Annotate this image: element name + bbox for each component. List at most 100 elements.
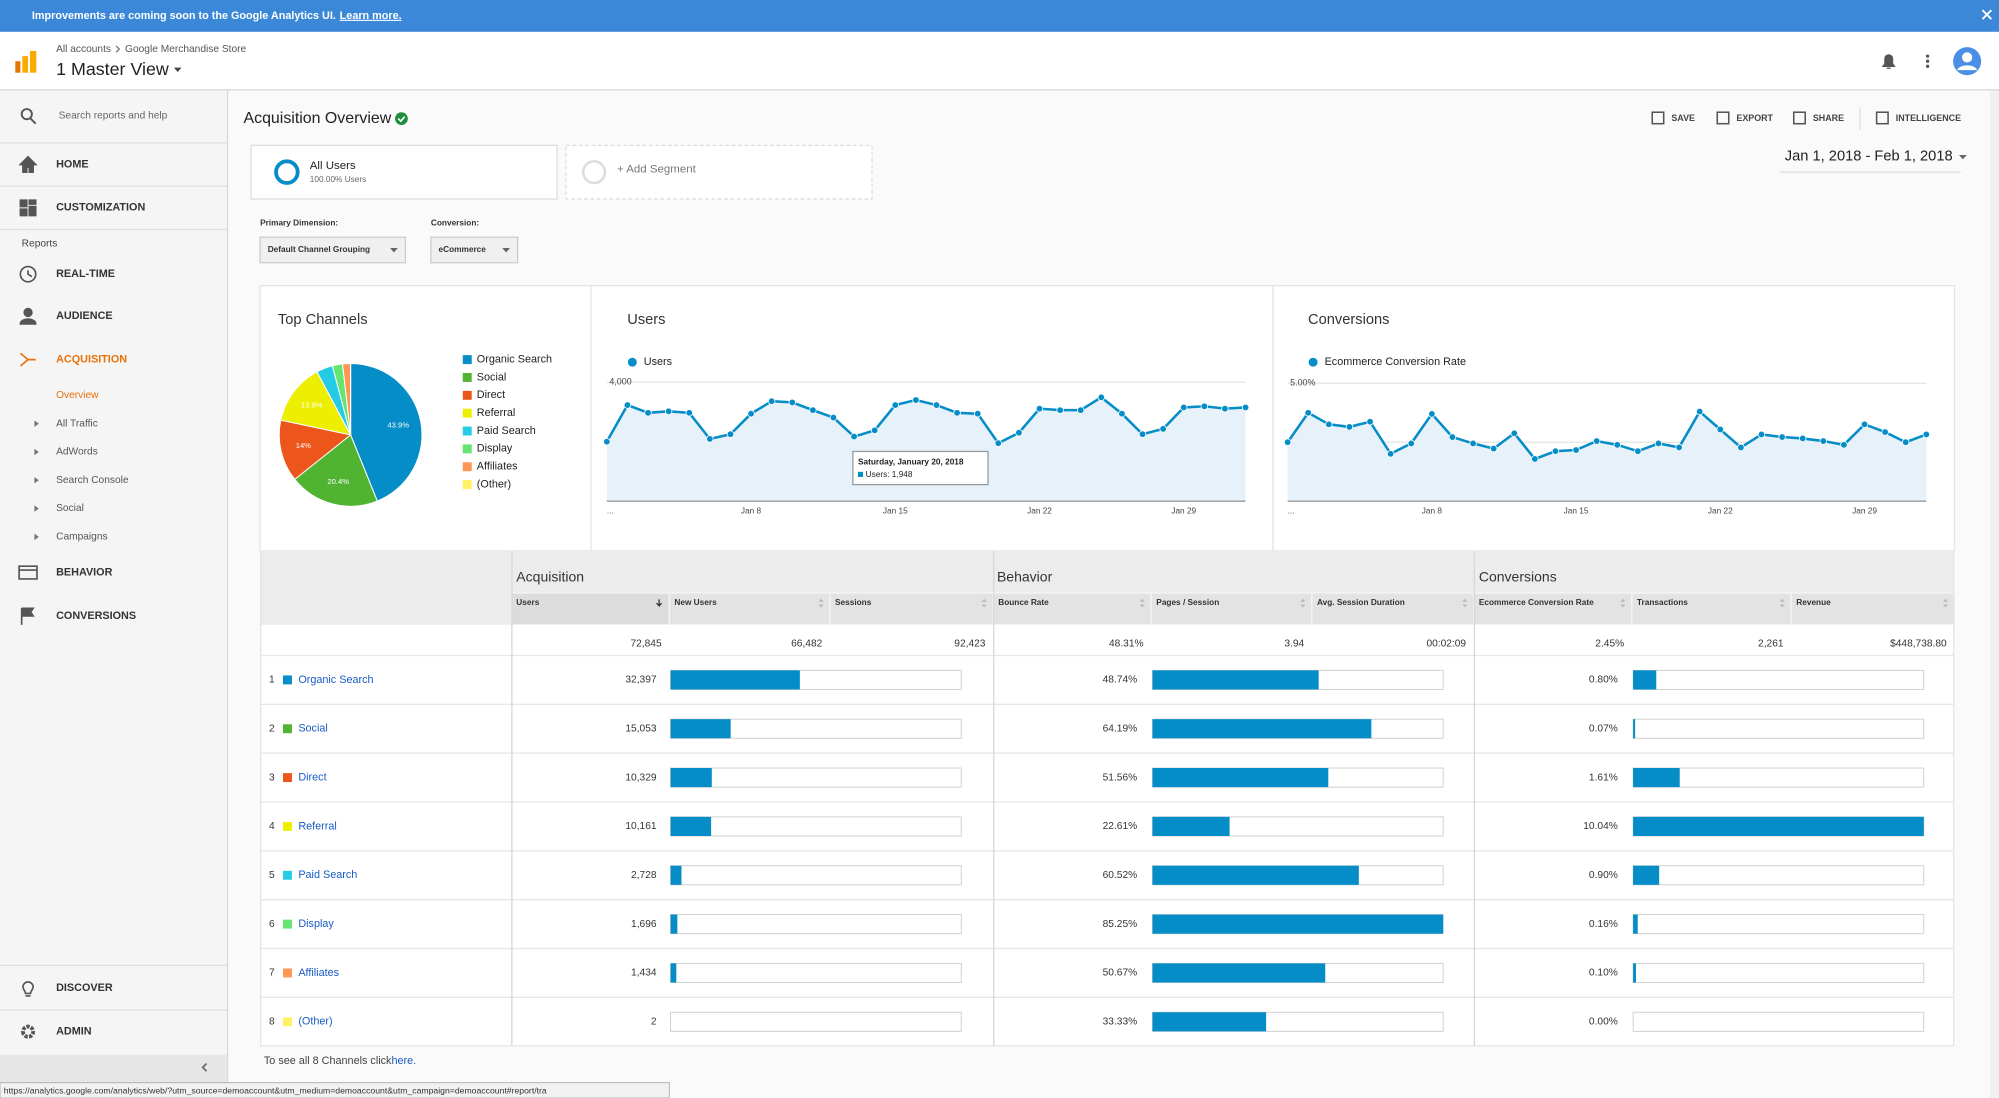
date-range[interactable]: Jan 1, 2018 - Feb 1, 2018 bbox=[1785, 149, 1953, 165]
data-point bbox=[603, 437, 611, 446]
avatar-body bbox=[1956, 65, 1978, 71]
x-tick-label: Jan 8 bbox=[1422, 507, 1443, 516]
data-point bbox=[1840, 441, 1848, 449]
channel-link[interactable]: Affiliates bbox=[298, 967, 339, 979]
column-header-label: Avg. Session Duration bbox=[1317, 598, 1405, 607]
nav-item[interactable]: ADMIN bbox=[56, 1026, 92, 1038]
legend-swatch bbox=[462, 462, 472, 472]
action-icon bbox=[1651, 111, 1665, 125]
total-value: 3.94 bbox=[1284, 639, 1304, 650]
data-point bbox=[1221, 404, 1229, 413]
menu-dot[interactable] bbox=[1925, 59, 1930, 63]
collapse-bar[interactable] bbox=[0, 1054, 227, 1083]
channel-swatch bbox=[283, 968, 292, 978]
legend-swatch bbox=[462, 355, 472, 365]
expand-arrow bbox=[34, 420, 39, 427]
dropdown-label: Conversion: bbox=[431, 218, 479, 227]
data-point bbox=[1097, 393, 1106, 402]
x-tick-label: ... bbox=[1288, 507, 1295, 516]
add-segment[interactable] bbox=[565, 144, 873, 200]
bar-track bbox=[1632, 718, 1925, 739]
channel-link[interactable]: Social bbox=[298, 723, 327, 735]
slice-label: 20.4% bbox=[327, 477, 349, 486]
banner-close[interactable] bbox=[1981, 9, 1993, 20]
nav-item[interactable]: AUDIENCE bbox=[56, 310, 113, 322]
segment[interactable] bbox=[250, 144, 558, 200]
table-footer-link[interactable]: here. bbox=[391, 1055, 416, 1067]
nav-item[interactable]: DISCOVER bbox=[56, 982, 113, 994]
nav-icon bbox=[22, 981, 34, 997]
dropdown[interactable] bbox=[259, 236, 407, 264]
pie-slice bbox=[294, 434, 378, 507]
conversion-rate-value: 0.10% bbox=[1589, 968, 1618, 979]
bounce-rate-value: 60.52% bbox=[1103, 870, 1138, 881]
action-button[interactable]: SAVE bbox=[1671, 113, 1695, 123]
data-point bbox=[1675, 443, 1683, 452]
channel-link[interactable]: (Other) bbox=[298, 1016, 332, 1028]
nav-subitem[interactable]: Search Console bbox=[56, 475, 129, 486]
column-header[interactable] bbox=[668, 592, 831, 626]
chart-title: Users bbox=[627, 312, 665, 328]
bar bbox=[1152, 719, 1372, 739]
data-point bbox=[747, 409, 755, 418]
nav-item[interactable]: ACQUISITION bbox=[56, 353, 127, 365]
channel-link[interactable]: Display bbox=[298, 918, 334, 930]
channel-link[interactable]: Direct bbox=[298, 771, 326, 783]
slice-label: 13.9% bbox=[301, 401, 323, 410]
menu-dot[interactable] bbox=[1925, 54, 1930, 58]
report-title: Acquisition Overview bbox=[244, 110, 392, 127]
view-selector[interactable]: 1 Master View bbox=[56, 59, 169, 79]
data-point bbox=[1654, 439, 1663, 448]
action-button[interactable]: INTELLIGENCE bbox=[1896, 113, 1961, 123]
column-header[interactable] bbox=[1790, 592, 1956, 626]
bounce-rate-value: 22.61% bbox=[1103, 821, 1138, 832]
data-point bbox=[974, 409, 982, 418]
nav-item[interactable]: CONVERSIONS bbox=[56, 610, 136, 622]
breadcrumb[interactable]: Google Merchandise Store bbox=[125, 44, 247, 55]
bar-track bbox=[670, 914, 962, 935]
bar bbox=[1152, 865, 1359, 885]
channel-link[interactable]: Referral bbox=[298, 820, 337, 832]
area-fill bbox=[1287, 411, 1927, 502]
x-tick-label: Jan 29 bbox=[1171, 507, 1196, 516]
data-point bbox=[1531, 455, 1539, 463]
banner-link[interactable]: Learn more. bbox=[340, 10, 402, 22]
tooltip bbox=[852, 450, 989, 486]
users-value: 15,053 bbox=[625, 723, 656, 734]
totals-row bbox=[260, 624, 1955, 656]
channel-link[interactable]: Organic Search bbox=[298, 674, 373, 686]
nav-item[interactable]: HOME bbox=[56, 158, 88, 170]
menu-dot[interactable] bbox=[1925, 64, 1930, 68]
data-point bbox=[1469, 439, 1477, 448]
nav-subitem[interactable]: AdWords bbox=[56, 447, 98, 458]
nav-subitem[interactable]: Overview bbox=[56, 390, 99, 401]
action-button[interactable]: SHARE bbox=[1813, 113, 1844, 123]
nav-item[interactable]: BEHAVIOR bbox=[56, 566, 113, 578]
total-value: 72,845 bbox=[630, 639, 661, 650]
data-point bbox=[1448, 433, 1457, 441]
action-button[interactable]: EXPORT bbox=[1736, 113, 1773, 123]
nav-subitem[interactable]: All Traffic bbox=[56, 418, 98, 429]
channel-link[interactable]: Paid Search bbox=[298, 869, 357, 881]
nav-item[interactable]: CUSTOMIZATION bbox=[56, 202, 145, 214]
breadcrumb[interactable]: All accounts bbox=[56, 44, 111, 55]
data-point bbox=[829, 413, 838, 422]
legend-swatch bbox=[462, 480, 472, 490]
bar-track bbox=[1632, 669, 1925, 690]
nav-item[interactable]: REAL-TIME bbox=[56, 268, 115, 280]
column-header[interactable] bbox=[1150, 592, 1313, 626]
data-point bbox=[953, 409, 961, 417]
nav-subitem[interactable]: Campaigns bbox=[56, 532, 108, 543]
dropdown[interactable] bbox=[430, 236, 519, 264]
scrollbar bbox=[1990, 89, 1999, 1098]
legend-label: (Other) bbox=[477, 478, 511, 490]
bar-track bbox=[670, 865, 962, 886]
nav-subitem[interactable]: Social bbox=[56, 503, 84, 514]
search-box[interactable]: Search reports and help bbox=[59, 111, 168, 122]
caret bbox=[173, 67, 182, 73]
caret bbox=[1959, 154, 1967, 160]
column-header-label: Bounce Rate bbox=[998, 598, 1049, 607]
channel-swatch bbox=[283, 919, 292, 929]
bell-icon[interactable] bbox=[1881, 54, 1896, 69]
search-icon bbox=[20, 108, 33, 121]
